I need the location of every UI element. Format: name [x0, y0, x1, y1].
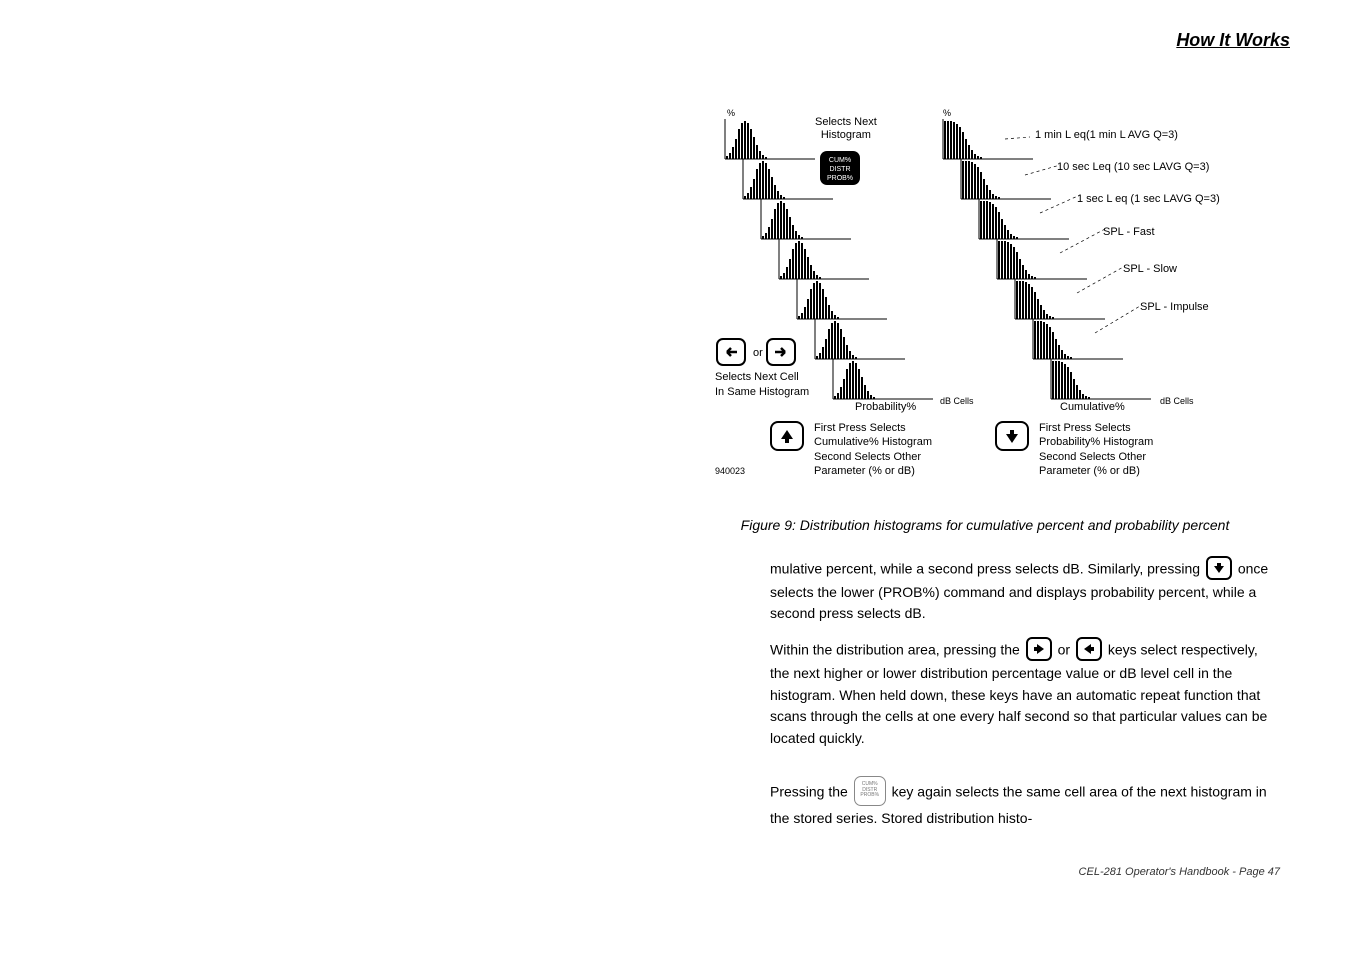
paragraph-1: mulative percent, while a second press s… — [770, 558, 1280, 625]
p2a: Within the distribution area, pressing t… — [770, 642, 1024, 658]
page-footer: CEL-281 Operator's Handbook - Page 47 — [1079, 866, 1280, 878]
p3a: Pressing the — [770, 783, 852, 799]
label-hist-3: 1 sec L eq (1 sec LAVG Q=3) — [1077, 193, 1220, 205]
label-cumulative: Cumulative% — [1060, 401, 1125, 413]
arrow-down-icon — [995, 421, 1029, 451]
up-button-group: First Press Selects Cumulative% Histogra… — [770, 421, 932, 478]
up-desc-2: Cumulative% Histogram — [814, 435, 932, 449]
arrow-down-key-icon — [1206, 556, 1232, 580]
label-hist-2: 10 sec Leq (10 sec LAVG Q=3) — [1057, 161, 1209, 173]
svg-text:DISTR: DISTR — [830, 166, 851, 173]
label-selects-cell-1: Selects Next Cell — [715, 371, 799, 383]
p1a: mulative percent, while a second press s… — [770, 560, 1204, 576]
down-desc-4: Parameter (% or dB) — [1039, 464, 1153, 478]
label-probability: Probability% — [855, 401, 916, 413]
up-desc-4: Parameter (% or dB) — [814, 464, 932, 478]
svg-text:PROB%: PROB% — [827, 175, 853, 182]
label-hist-6: SPL - Impulse — [1140, 301, 1209, 313]
down-desc-1: First Press Selects — [1039, 421, 1153, 435]
p2or: or — [1058, 642, 1074, 658]
label-dbcells-r: dB Cells — [1160, 396, 1194, 406]
up-desc-3: Second Selects Other — [814, 450, 932, 464]
label-selects-cell-2: In Same Histogram — [715, 386, 809, 398]
svg-text:or: or — [753, 347, 763, 359]
document-page: How It Works % % — [680, 30, 1290, 843]
arrow-right-key-icon — [1026, 637, 1052, 661]
arrow-up-icon — [770, 421, 804, 451]
label-hist-1: 1 min L eq(1 min L AVG Q=3) — [1035, 129, 1178, 141]
arrow-left-key-icon — [1076, 637, 1102, 661]
paragraph-2: Within the distribution area, pressing t… — [770, 639, 1280, 750]
figure-caption: Figure 9: Distribution histograms for cu… — [720, 516, 1250, 536]
body-text: mulative percent, while a second press s… — [770, 558, 1280, 830]
figure-9: % % — [715, 101, 1255, 501]
figure-id: 940023 — [715, 466, 745, 476]
label-hist-4: SPL - Fast — [1103, 226, 1155, 238]
label-hist-5: SPL - Slow — [1123, 263, 1177, 275]
label-selects-next-histogram: Selects Next Histogram — [815, 116, 877, 142]
svg-text:%: % — [943, 108, 951, 118]
up-desc-1: First Press Selects — [814, 421, 932, 435]
svg-text:CUM%: CUM% — [829, 157, 851, 164]
down-desc-3: Second Selects Other — [1039, 450, 1153, 464]
label-dbcells-l: dB Cells — [940, 396, 974, 406]
down-desc-2: Probability% Histogram — [1039, 435, 1153, 449]
svg-text:%: % — [727, 108, 735, 118]
cum-distr-prob-key-icon: CUM% DISTR PROB% — [854, 776, 886, 806]
paragraph-3: Pressing the CUM% DISTR PROB% key again … — [770, 778, 1280, 830]
down-button-group: First Press Selects Probability% Histogr… — [995, 421, 1153, 478]
page-title: How It Works — [680, 30, 1290, 51]
